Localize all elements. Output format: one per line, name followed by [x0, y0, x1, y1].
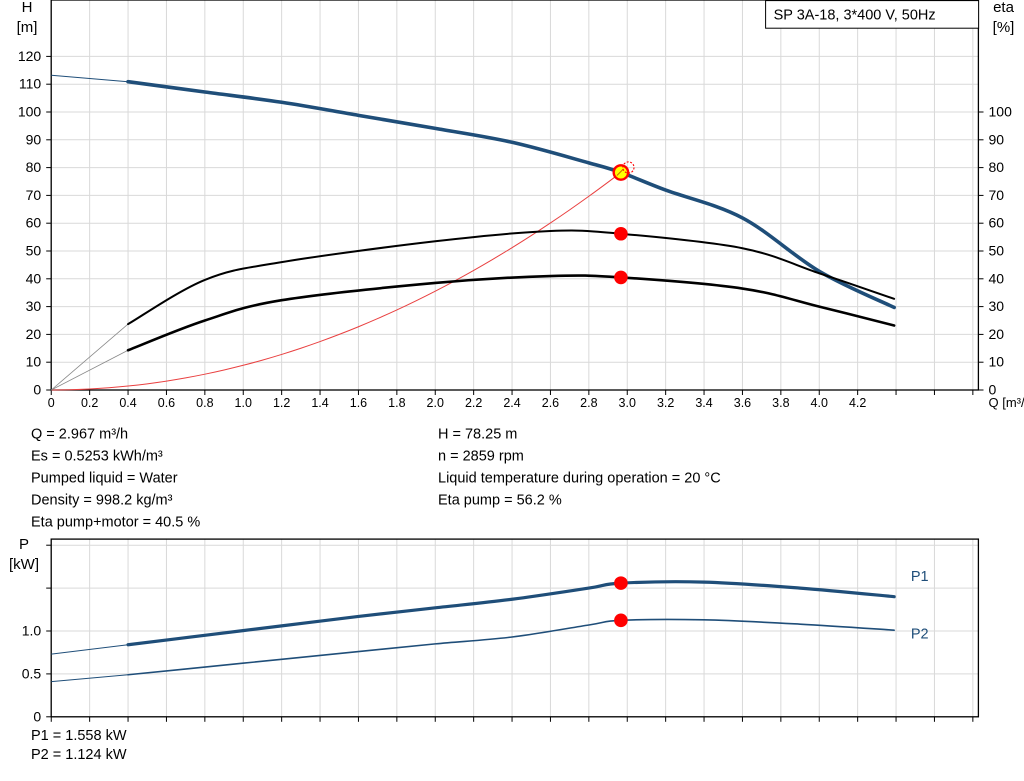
- svg-text:3.0: 3.0: [619, 396, 636, 410]
- svg-text:[%]: [%]: [993, 19, 1015, 36]
- svg-text:2.4: 2.4: [503, 396, 520, 410]
- svg-text:60: 60: [26, 215, 42, 231]
- svg-text:Eta pump = 56.2 %: Eta pump = 56.2 %: [438, 492, 562, 508]
- svg-text:1.4: 1.4: [311, 396, 328, 410]
- svg-text:1.0: 1.0: [22, 623, 42, 639]
- svg-text:0.6: 0.6: [158, 396, 175, 410]
- svg-text:1.6: 1.6: [350, 396, 367, 410]
- svg-text:70: 70: [26, 187, 42, 203]
- svg-text:40: 40: [26, 270, 42, 286]
- svg-text:Q [m³/h]: Q [m³/h]: [989, 395, 1024, 410]
- svg-text:40: 40: [989, 270, 1005, 286]
- svg-text:[m]: [m]: [17, 19, 38, 36]
- svg-text:30: 30: [989, 298, 1005, 314]
- svg-text:4.0: 4.0: [811, 396, 828, 410]
- svg-text:90: 90: [989, 131, 1005, 147]
- svg-text:H: H: [22, 0, 33, 16]
- svg-text:P2 = 1.124 kW: P2 = 1.124 kW: [31, 747, 127, 763]
- svg-text:20: 20: [26, 326, 42, 342]
- svg-text:3.4: 3.4: [695, 396, 712, 410]
- svg-text:H = 78.25 m: H = 78.25 m: [438, 426, 517, 442]
- svg-text:3.8: 3.8: [772, 396, 789, 410]
- svg-text:80: 80: [26, 159, 42, 175]
- svg-text:100: 100: [18, 104, 42, 120]
- svg-text:P2: P2: [911, 626, 929, 642]
- svg-text:0.2: 0.2: [81, 396, 98, 410]
- svg-text:2.2: 2.2: [465, 396, 482, 410]
- svg-text:4.2: 4.2: [849, 396, 866, 410]
- svg-text:[kW]: [kW]: [9, 556, 39, 573]
- svg-text:120: 120: [18, 48, 42, 64]
- svg-text:100: 100: [989, 104, 1013, 120]
- svg-text:2.8: 2.8: [580, 396, 597, 410]
- svg-text:2.6: 2.6: [542, 396, 559, 410]
- svg-text:0: 0: [33, 708, 41, 724]
- svg-text:50: 50: [26, 243, 42, 259]
- svg-text:Eta pump+motor = 40.5 %: Eta pump+motor = 40.5 %: [31, 514, 200, 530]
- svg-text:eta: eta: [993, 0, 1015, 16]
- svg-text:Liquid temperature during oper: Liquid temperature during operation = 20…: [438, 470, 721, 486]
- svg-text:n = 2859 rpm: n = 2859 rpm: [438, 448, 524, 464]
- svg-text:60: 60: [989, 215, 1005, 231]
- svg-text:Q = 2.967 m³/h: Q = 2.967 m³/h: [31, 426, 128, 442]
- svg-text:0.5: 0.5: [22, 665, 42, 681]
- svg-text:80: 80: [989, 159, 1005, 175]
- svg-text:2.0: 2.0: [427, 396, 444, 410]
- svg-text:P1: P1: [911, 569, 929, 585]
- svg-text:1.2: 1.2: [273, 396, 290, 410]
- svg-text:SP 3A-18, 3*400 V, 50Hz: SP 3A-18, 3*400 V, 50Hz: [774, 8, 936, 24]
- svg-text:20: 20: [989, 326, 1005, 342]
- svg-text:30: 30: [26, 298, 42, 314]
- svg-text:10: 10: [989, 354, 1005, 370]
- svg-text:70: 70: [989, 187, 1005, 203]
- svg-text:3.2: 3.2: [657, 396, 674, 410]
- svg-text:10: 10: [26, 354, 42, 370]
- svg-text:0.8: 0.8: [196, 396, 213, 410]
- svg-text:1.8: 1.8: [388, 396, 405, 410]
- svg-text:50: 50: [989, 243, 1005, 259]
- svg-text:P: P: [19, 536, 29, 553]
- svg-text:Pumped liquid = Water: Pumped liquid = Water: [31, 470, 178, 486]
- svg-text:0: 0: [33, 382, 41, 398]
- svg-text:Density = 998.2 kg/m³: Density = 998.2 kg/m³: [31, 492, 173, 508]
- svg-text:90: 90: [26, 131, 42, 147]
- svg-text:110: 110: [19, 76, 42, 92]
- svg-text:Es = 0.5253 kWh/m³: Es = 0.5253 kWh/m³: [31, 448, 163, 464]
- svg-text:1.0: 1.0: [235, 396, 252, 410]
- svg-text:0.4: 0.4: [119, 396, 136, 410]
- svg-text:0: 0: [48, 396, 55, 410]
- svg-text:P1 = 1.558 kW: P1 = 1.558 kW: [31, 728, 127, 744]
- svg-text:3.6: 3.6: [734, 396, 751, 410]
